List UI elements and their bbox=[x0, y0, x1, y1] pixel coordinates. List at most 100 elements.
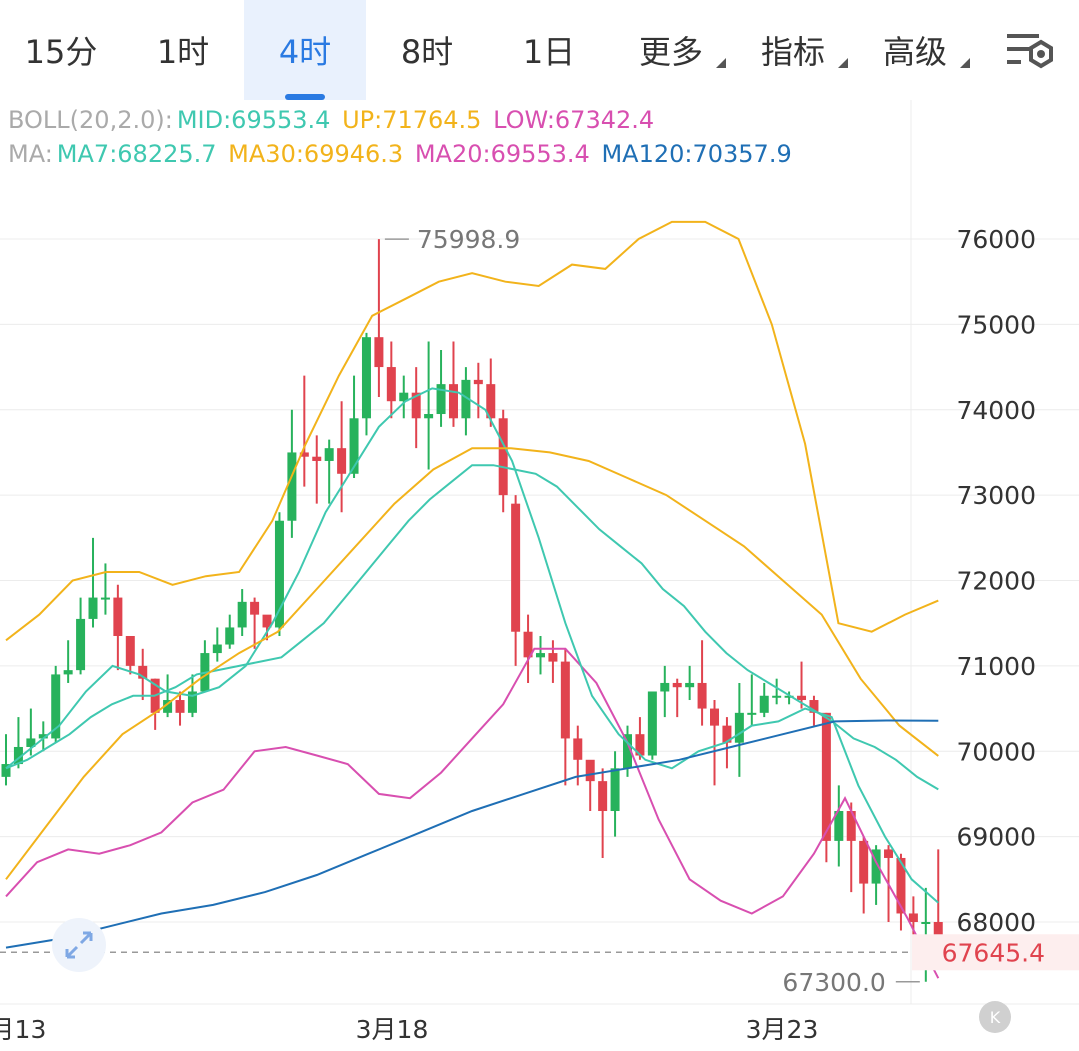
candle-body bbox=[896, 857, 906, 914]
candle-body bbox=[635, 734, 645, 756]
tab-2[interactable]: 4时 bbox=[244, 0, 366, 100]
candle-body bbox=[88, 597, 98, 619]
boll-legend: BOLL(20,2.0): MID:69553.4 UP:71764.5 LOW:… bbox=[8, 106, 658, 134]
boll-mid-value: MID:69553.4 bbox=[176, 106, 331, 134]
candle-body bbox=[710, 708, 720, 726]
line-mid bbox=[5, 464, 939, 791]
candle-body bbox=[623, 734, 632, 769]
candle-body bbox=[821, 712, 831, 841]
candle-body bbox=[772, 695, 782, 698]
candle-body bbox=[647, 691, 657, 756]
candle-body bbox=[784, 695, 794, 698]
candle-body bbox=[722, 725, 732, 743]
candle-body bbox=[573, 738, 583, 760]
expand-arrows-icon bbox=[65, 931, 93, 959]
candle-body bbox=[734, 712, 744, 743]
candle-body bbox=[250, 601, 260, 615]
candle-body bbox=[63, 670, 73, 675]
candle-body bbox=[349, 418, 359, 474]
candle-body bbox=[672, 682, 682, 688]
y-tick-label: 76000 bbox=[956, 225, 1036, 254]
chart-settings-icon[interactable] bbox=[1005, 30, 1055, 70]
boll-legend-label: BOLL(20,2.0): bbox=[8, 106, 173, 134]
dropdown-triangle-icon bbox=[716, 58, 726, 68]
candle-body bbox=[225, 627, 235, 645]
candle-body bbox=[884, 849, 894, 858]
candle-body bbox=[287, 452, 297, 521]
boll-up-value: UP:71764.5 bbox=[342, 106, 482, 134]
line-up bbox=[5, 220, 939, 642]
tab-0[interactable]: 15分 bbox=[0, 0, 122, 100]
ma7-value: MA7:68225.7 bbox=[56, 140, 217, 168]
candle-body bbox=[436, 384, 446, 415]
candle-body bbox=[274, 520, 284, 628]
tab-label: 15分 bbox=[24, 33, 98, 71]
candle-body bbox=[747, 712, 757, 715]
candle-body bbox=[660, 682, 670, 692]
ma120-value: MA120:70357.9 bbox=[601, 140, 792, 168]
candle-body bbox=[262, 614, 272, 628]
ma-legend: MA: MA7:68225.7 MA30:69946.3 MA20:69553.4… bbox=[8, 140, 796, 168]
candle-body bbox=[759, 695, 769, 713]
candle-body bbox=[511, 503, 521, 632]
tab-label: 指标 bbox=[760, 33, 825, 71]
tab-4[interactable]: 1日 bbox=[488, 0, 610, 100]
candle-body bbox=[51, 674, 61, 739]
candle-body bbox=[399, 392, 409, 402]
high-annotation: 75998.9 bbox=[417, 225, 520, 254]
candle-body bbox=[125, 635, 135, 666]
candle-body bbox=[560, 661, 570, 739]
x-tick-label: 3月18 bbox=[356, 1015, 429, 1044]
timeframe-tabs: 15分 1时 4时 8时 1日 更多 指标 高级 bbox=[0, 0, 1079, 100]
tab-5[interactable]: 更多 bbox=[610, 0, 732, 100]
y-tick-label: 68000 bbox=[956, 908, 1036, 937]
candle-body bbox=[523, 631, 533, 658]
line-ma120 bbox=[5, 719, 939, 949]
candle-body bbox=[448, 384, 458, 419]
candle-body bbox=[361, 337, 371, 419]
y-tick-label: 72000 bbox=[956, 567, 1036, 596]
tab-label: 高级 bbox=[882, 33, 947, 71]
line-ma7 bbox=[5, 387, 939, 904]
candle-body bbox=[548, 653, 558, 662]
candlestick-chart[interactable]: 68000 69000 70000 71000 72000 73000 74000 75000… bbox=[0, 100, 1079, 1051]
ma20-value: MA20:69553.4 bbox=[414, 140, 590, 168]
candle-body bbox=[697, 682, 707, 709]
low-annotation: 67300.0 bbox=[782, 968, 885, 997]
candle-body bbox=[473, 379, 483, 385]
tab-label: 更多 bbox=[638, 33, 703, 71]
candle-body bbox=[498, 418, 508, 496]
k-badge-icon[interactable]: K bbox=[979, 1001, 1011, 1033]
y-tick-label: 74000 bbox=[956, 396, 1036, 425]
candle-body bbox=[113, 597, 123, 636]
tab-label: 1时 bbox=[156, 33, 210, 71]
tab-1[interactable]: 1时 bbox=[122, 0, 244, 100]
candle-body bbox=[13, 746, 23, 765]
candle-body bbox=[299, 452, 309, 457]
x-tick-label: 3月23 bbox=[746, 1015, 819, 1044]
candle-body bbox=[921, 922, 931, 924]
candle-body bbox=[846, 811, 856, 841]
tab-3[interactable]: 8时 bbox=[366, 0, 488, 100]
candle-body bbox=[324, 448, 334, 461]
tab-7[interactable]: 高级 bbox=[854, 0, 976, 100]
expand-chart-button[interactable] bbox=[52, 918, 106, 972]
candle-body bbox=[610, 768, 620, 812]
candle-body bbox=[374, 337, 384, 368]
dropdown-triangle-icon bbox=[838, 58, 848, 68]
candle-body bbox=[535, 653, 545, 658]
candle-body bbox=[411, 392, 421, 419]
candle-body bbox=[809, 700, 819, 713]
tab-6[interactable]: 指标 bbox=[732, 0, 854, 100]
y-tick-label: 70000 bbox=[956, 737, 1036, 766]
candle-body bbox=[312, 456, 322, 461]
candle-body bbox=[585, 759, 595, 782]
candle-body bbox=[38, 734, 48, 739]
candle-body bbox=[26, 738, 36, 747]
candle-body bbox=[797, 695, 807, 701]
candle-body bbox=[187, 691, 197, 713]
candle-body bbox=[834, 811, 844, 841]
candle-body bbox=[212, 644, 222, 654]
boll-low-value: LOW:67342.4 bbox=[493, 106, 655, 134]
candle-body bbox=[461, 379, 471, 419]
